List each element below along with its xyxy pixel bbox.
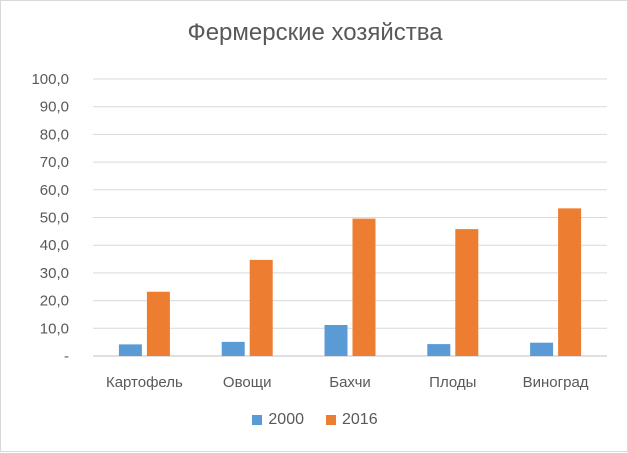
y-tick-label: 100,0 bbox=[31, 71, 69, 88]
bar-2016 bbox=[249, 259, 273, 356]
y-tick-label: 30,0 bbox=[40, 265, 69, 282]
x-tick-label: Плоды bbox=[429, 374, 476, 391]
y-tick-label: 40,0 bbox=[40, 237, 69, 254]
bar-2016 bbox=[558, 208, 582, 356]
x-tick-label: Бахчи bbox=[329, 374, 371, 391]
x-tick-label: Картофель bbox=[106, 374, 183, 391]
bar-2000 bbox=[118, 344, 142, 356]
chart-title: Фермерские хозяйства bbox=[187, 19, 443, 46]
y-tick-label: 60,0 bbox=[40, 182, 69, 199]
y-tick-label: 70,0 bbox=[40, 154, 69, 171]
x-tick-label: Овощи bbox=[223, 374, 272, 391]
bar-2016 bbox=[352, 218, 376, 356]
legend-label-2000: 2000 bbox=[268, 411, 304, 428]
legend-label-2016: 2016 bbox=[342, 411, 378, 428]
bar-2000 bbox=[530, 342, 554, 356]
x-tick-label: Виноград bbox=[523, 374, 589, 391]
bar-2000 bbox=[221, 341, 245, 356]
legend-item-2016: 2016 bbox=[326, 411, 378, 429]
y-tick-label: 80,0 bbox=[40, 126, 69, 143]
bar-2000 bbox=[324, 324, 348, 356]
bar-2000 bbox=[427, 344, 451, 356]
y-tick-label: - bbox=[64, 348, 69, 365]
legend-swatch-2016 bbox=[326, 415, 336, 425]
legend-swatch-2000 bbox=[252, 415, 263, 425]
chart-legend: 2000 2016 bbox=[1, 411, 628, 429]
bar-2016 bbox=[146, 291, 170, 356]
bar-2016 bbox=[455, 229, 479, 356]
y-tick-label: 90,0 bbox=[40, 99, 69, 116]
y-tick-label: 20,0 bbox=[40, 293, 69, 310]
y-tick-label: 10,0 bbox=[40, 320, 69, 337]
y-tick-label: 50,0 bbox=[40, 210, 69, 227]
legend-item-2000: 2000 bbox=[252, 411, 304, 429]
